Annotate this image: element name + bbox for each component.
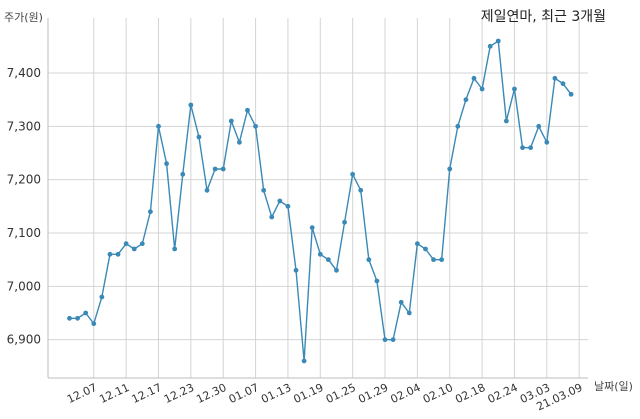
x-tick-label: 01.07: [227, 381, 261, 406]
data-point: [528, 145, 534, 151]
x-tick-label: 12.30: [194, 381, 228, 406]
data-point: [382, 337, 388, 343]
data-point: [204, 187, 210, 193]
y-tick-label: 7,100: [7, 226, 41, 240]
data-point: [212, 166, 218, 172]
data-point: [180, 171, 186, 177]
data-point: [172, 246, 178, 252]
data-point: [479, 86, 485, 92]
data-point: [520, 145, 525, 151]
data-point: [431, 257, 436, 263]
x-tick-label: 02.04: [389, 381, 423, 406]
x-tick-label: 02.18: [453, 381, 487, 406]
data-point: [495, 38, 501, 44]
data-point: [301, 358, 307, 364]
data-point: [342, 219, 347, 225]
data-point: [536, 123, 542, 129]
data-point: [285, 203, 291, 209]
data-point: [568, 91, 574, 97]
data-point: [544, 139, 550, 145]
x-tick-label: 01.29: [356, 381, 390, 406]
x-tick-label: 01.13: [259, 381, 293, 406]
data-point: [552, 75, 558, 81]
x-axis-label: 날짜(일): [594, 380, 633, 393]
data-point: [293, 267, 299, 273]
y-tick-label: 7,300: [7, 119, 41, 133]
data-point: [131, 246, 137, 252]
data-point: [487, 43, 493, 49]
data-point: [164, 161, 169, 167]
data-point: [148, 209, 153, 215]
y-tick-label: 7,200: [7, 173, 41, 187]
x-tick-label: 12.23: [162, 381, 196, 406]
x-tick-label: 02.24: [486, 381, 520, 406]
data-point: [188, 102, 194, 108]
data-point: [261, 187, 267, 193]
data-point: [277, 198, 283, 204]
data-point: [107, 251, 113, 257]
data-point: [91, 321, 97, 327]
y-tick-label: 7,000: [7, 279, 41, 293]
data-point: [123, 241, 129, 247]
data-point: [334, 267, 339, 273]
chart-title: 제일연마, 최근 3개월: [480, 9, 606, 25]
y-tick-label: 7,400: [7, 66, 41, 80]
data-point: [317, 251, 323, 257]
data-point: [463, 97, 469, 103]
data-point: [374, 278, 380, 284]
data-point: [139, 241, 145, 247]
y-axis-label: 주가(원): [4, 11, 43, 24]
data-point: [245, 107, 250, 113]
y-tick-label: 6,900: [7, 333, 41, 347]
data-point: [439, 257, 445, 263]
data-point: [253, 123, 258, 129]
data-point: [309, 225, 315, 231]
data-point: [115, 251, 121, 257]
data-point: [414, 241, 420, 247]
x-tick-label: 12.11: [97, 381, 131, 406]
data-point: [503, 118, 509, 124]
data-point: [228, 118, 234, 124]
data-point: [406, 310, 412, 316]
data-point: [455, 123, 461, 129]
data-point: [358, 187, 364, 193]
data-point: [423, 246, 428, 252]
data-point: [236, 139, 242, 145]
data-point: [471, 75, 477, 81]
x-tick-label: 12.17: [130, 381, 164, 406]
data-point: [99, 294, 105, 300]
data-point: [325, 257, 331, 263]
data-point: [156, 123, 161, 129]
data-point: [75, 315, 80, 321]
data-point: [447, 166, 453, 172]
x-tick-label: 12.07: [65, 381, 99, 406]
data-point: [67, 315, 72, 321]
data-point: [366, 257, 372, 263]
data-point: [350, 171, 356, 177]
x-tick-label: 02.10: [421, 381, 455, 406]
data-point: [83, 310, 89, 316]
data-point: [220, 166, 226, 172]
data-point: [390, 337, 396, 343]
data-point: [398, 299, 404, 305]
data-point: [196, 134, 202, 140]
data-point: [269, 214, 275, 220]
data-point: [560, 81, 566, 87]
x-tick-label: 01.19: [292, 381, 326, 406]
data-point: [512, 86, 517, 92]
x-tick-label: 01.25: [324, 381, 358, 406]
